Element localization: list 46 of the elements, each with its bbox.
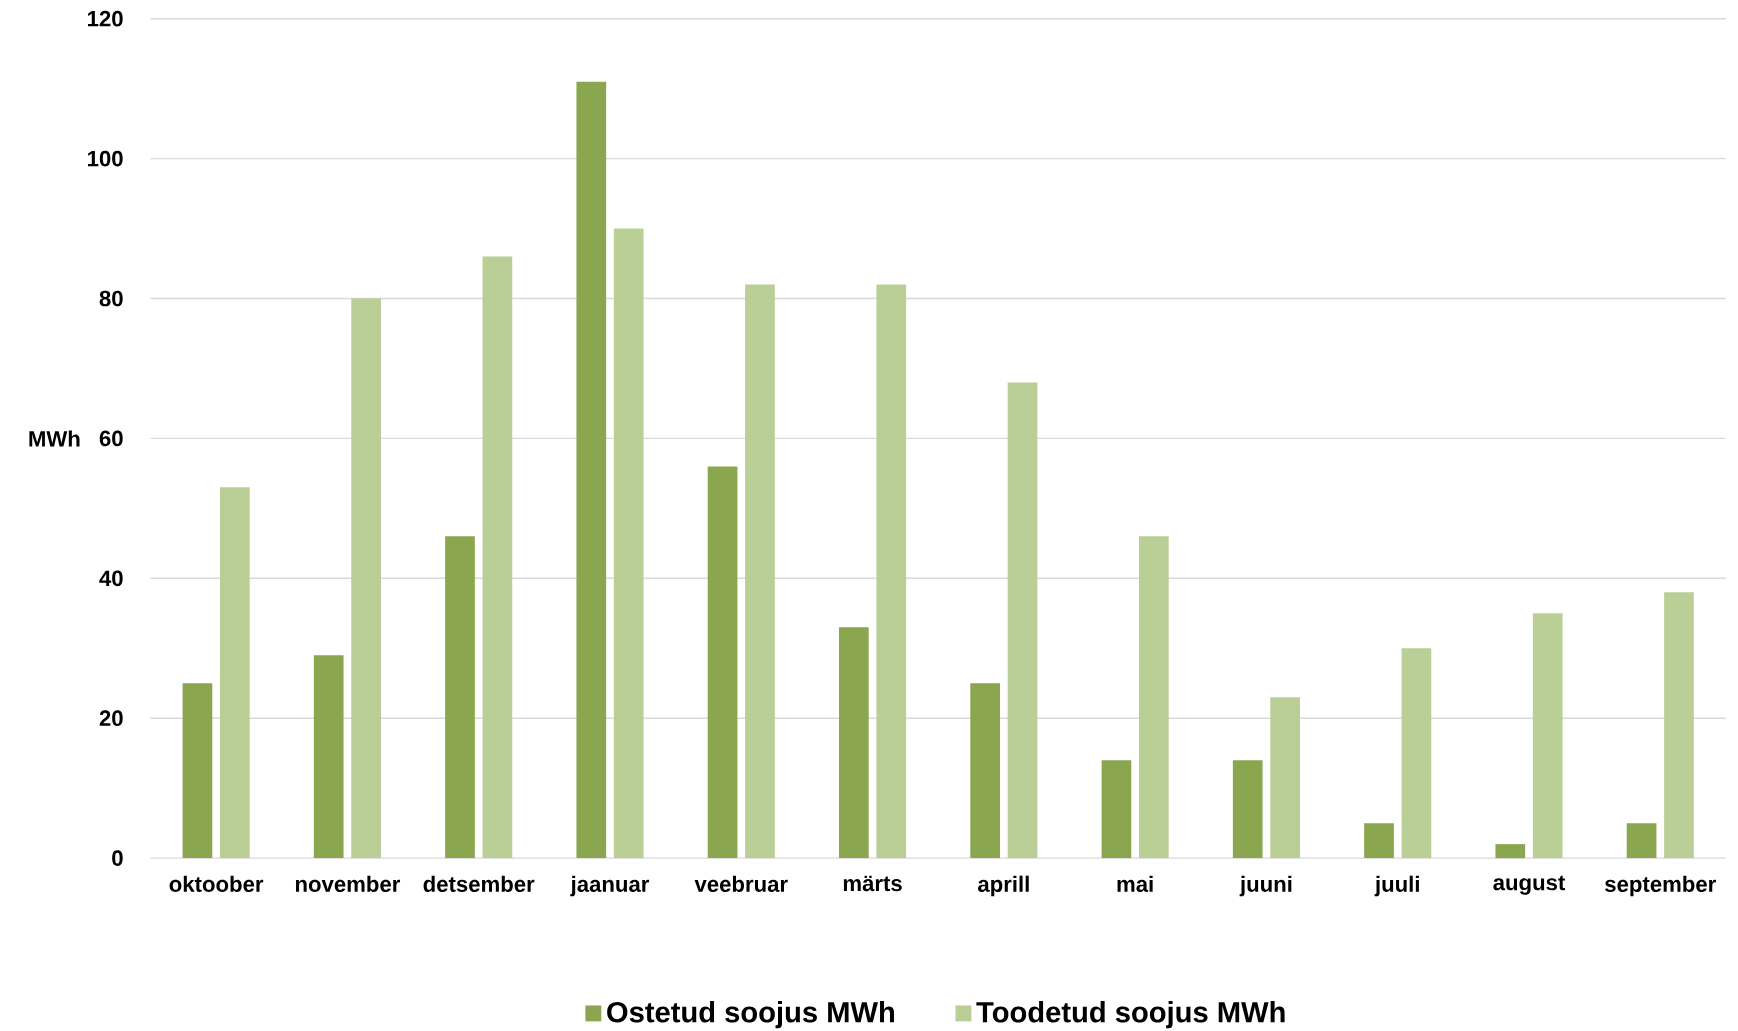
legend-label: Ostetud soojus MWh — [607, 1001, 894, 1029]
bar — [313, 655, 344, 859]
bar — [1101, 760, 1132, 859]
x-tick-label: november — [295, 875, 401, 893]
y-tick-label: 0 — [112, 850, 123, 867]
bar — [613, 228, 644, 859]
y-tick-label: 40 — [99, 570, 123, 587]
bar — [970, 683, 1000, 859]
bar — [745, 284, 775, 859]
x-tick-label: märts — [843, 875, 902, 892]
bar — [1532, 613, 1563, 859]
x-tick-label: aprill — [978, 875, 1029, 897]
x-tick-label: juuli — [1374, 875, 1419, 897]
bar — [1232, 760, 1263, 859]
y-tick-label: 60 — [99, 430, 123, 447]
legend-label: Toodetud soojus MWh — [976, 1001, 1285, 1029]
x-tick-label: juuni — [1239, 875, 1292, 897]
bar — [182, 683, 213, 859]
bar — [1138, 536, 1169, 859]
bar — [1401, 648, 1432, 859]
x-tick-label: oktoober — [169, 875, 264, 893]
y-tick-label: 80 — [99, 290, 123, 307]
bar — [1495, 844, 1526, 859]
bar — [576, 81, 607, 859]
bar — [707, 466, 738, 859]
bar — [839, 627, 869, 859]
bar — [351, 298, 381, 859]
bar — [876, 284, 907, 859]
x-tick-label: september — [1605, 875, 1716, 897]
bar — [1664, 592, 1694, 859]
bar — [1626, 823, 1657, 859]
y-axis-title: MWh — [29, 430, 80, 447]
bar — [1270, 697, 1300, 859]
y-tick-label: 100 — [88, 150, 123, 167]
x-tick-label: detsember — [423, 875, 535, 893]
x-tick-label: mai — [1117, 875, 1153, 893]
x-tick-label: veebruar — [694, 875, 788, 893]
x-tick-label: august — [1493, 875, 1566, 895]
bar — [482, 256, 513, 859]
y-tick-label: 20 — [99, 710, 123, 727]
y-tick-label: 120 — [88, 10, 123, 27]
bar — [445, 536, 475, 859]
bar — [1364, 823, 1394, 859]
x-tick-label: jaanuar — [570, 875, 650, 897]
bar — [219, 487, 250, 859]
bar — [1007, 382, 1038, 859]
